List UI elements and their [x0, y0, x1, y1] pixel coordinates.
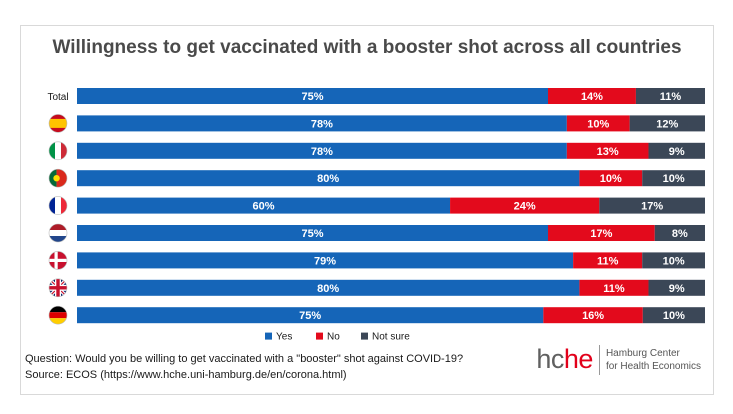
legend-label: No [327, 332, 340, 343]
data-label: 11% [603, 283, 625, 295]
flag-portugal-icon [49, 169, 67, 187]
data-label: 13% [597, 146, 619, 158]
data-label: 10% [663, 173, 685, 185]
data-label: 11% [660, 91, 682, 103]
flag-italy-icon [49, 142, 67, 160]
flag-france-icon [49, 197, 67, 215]
data-label: 75% [301, 91, 323, 103]
data-label: 11% [597, 255, 619, 267]
legend-swatch [361, 333, 368, 340]
flag-germany-icon [49, 306, 67, 324]
data-label: 9% [669, 283, 685, 295]
data-label: 17% [641, 201, 663, 213]
legend-item: Not sure [361, 332, 410, 343]
data-label: 78% [311, 146, 333, 158]
data-label: 79% [314, 255, 336, 267]
logo-word-accent: he [564, 344, 593, 374]
flag-uk-icon [49, 279, 67, 297]
flag-spain-icon [49, 114, 67, 132]
data-label: 78% [311, 118, 333, 130]
data-label: 14% [581, 91, 603, 103]
data-label: 17% [590, 228, 612, 240]
logo-line-1: Hamburg Center [606, 347, 701, 360]
data-label: 24% [514, 201, 536, 213]
legend-item: No [316, 332, 340, 343]
data-label: 75% [299, 310, 321, 322]
data-label: 8% [672, 228, 688, 240]
chart-frame: Willingness to get vaccinated with a boo… [20, 25, 714, 395]
data-label: 10% [663, 310, 685, 322]
legend-label: Not sure [372, 332, 410, 343]
category-label: Total [47, 92, 68, 103]
logo-word-main: hc [536, 344, 564, 374]
source-text: Source: ECOS (https://www.hche.uni-hambu… [25, 367, 463, 383]
data-label: 80% [317, 173, 339, 185]
logo-divider [599, 345, 600, 375]
hche-logo: hche Hamburg Center for Health Economics [536, 344, 701, 375]
stacked-bar-chart: Total 75% 14% 11% 78% 10% 12% 78% 13% 9% 80% 10% 10… [21, 26, 715, 346]
chart-footer: Question: Would you be willing to get va… [25, 351, 463, 383]
data-label: 75% [301, 228, 323, 240]
logo-line-2: for Health Economics [606, 360, 701, 373]
data-label: 10% [587, 118, 609, 130]
data-label: 16% [582, 310, 604, 322]
flag-netherlands-icon [49, 224, 67, 242]
flag-denmark-icon [49, 251, 67, 269]
data-label: 80% [317, 283, 339, 295]
legend-swatch [265, 333, 272, 340]
data-label: 60% [253, 201, 275, 213]
data-label: 10% [663, 255, 685, 267]
question-text: Question: Would you be willing to get va… [25, 351, 463, 367]
data-label: 10% [600, 173, 622, 185]
logo-caption: Hamburg Center for Health Economics [606, 347, 701, 373]
data-label: 12% [656, 118, 678, 130]
legend-label: Yes [276, 332, 292, 343]
logo-wordmark: hche [536, 344, 593, 375]
legend-item: Yes [265, 332, 292, 343]
data-label: 9% [669, 146, 685, 158]
legend-swatch [316, 333, 323, 340]
